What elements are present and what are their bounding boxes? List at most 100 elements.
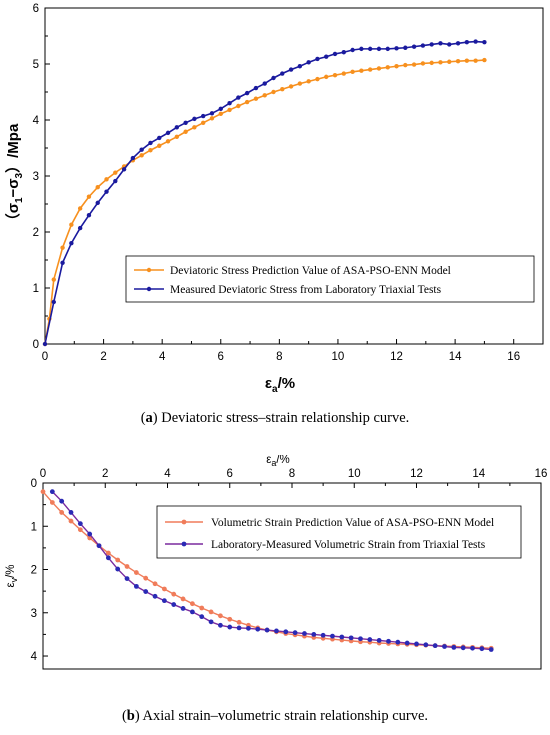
x-axis-title: εa/%	[266, 455, 290, 468]
data-point	[68, 510, 74, 515]
data-point	[42, 341, 48, 347]
data-point	[192, 125, 197, 130]
data-point	[96, 543, 102, 549]
data-point	[40, 489, 46, 495]
x-tick-label: 12	[390, 351, 403, 363]
data-point	[236, 95, 241, 100]
data-point	[115, 557, 121, 563]
chart-deviatoric-stress: 0 2 4 6 8 10 12 14 160123456εa/%（σ1−σ3）/MpaDevia…	[4, 3, 544, 395]
x-tick-label: 16	[535, 468, 548, 480]
data-point	[283, 629, 289, 635]
data-point	[180, 596, 186, 602]
data-point	[332, 51, 338, 57]
data-point	[376, 638, 382, 643]
data-point	[350, 47, 355, 53]
y-tick-label: 6	[33, 3, 39, 15]
data-point	[208, 609, 214, 615]
data-point	[139, 147, 144, 152]
y-tick-label: 4	[31, 651, 38, 663]
data-point	[403, 45, 408, 50]
data-point	[227, 107, 232, 113]
data-point	[271, 89, 276, 95]
legend-swatch-marker	[181, 519, 187, 525]
data-point	[482, 39, 487, 45]
data-point	[350, 69, 355, 75]
data-point	[95, 200, 100, 206]
data-point	[455, 59, 461, 64]
x-tick-label: 6	[218, 351, 224, 363]
data-point	[152, 593, 158, 599]
data-point	[320, 632, 326, 638]
data-point	[473, 58, 478, 63]
data-point	[86, 194, 92, 199]
data-point	[330, 633, 335, 639]
data-point	[148, 148, 153, 153]
caption-b: (b) Axial strain–volumetric strain relat…	[121, 708, 429, 724]
legend-swatch-marker	[146, 286, 152, 292]
data-point	[227, 101, 232, 106]
x-tick-label: 4	[159, 351, 166, 363]
legend-label: Laboratory-Measured Volumetric Strain fr…	[211, 539, 486, 551]
data-point	[385, 65, 390, 70]
data-point	[280, 87, 285, 92]
data-point	[464, 39, 470, 45]
data-point	[121, 167, 127, 172]
data-point	[77, 206, 83, 211]
data-point	[59, 498, 65, 504]
y-tick-label: 3	[33, 171, 39, 183]
data-point	[324, 54, 329, 59]
data-point	[157, 143, 162, 148]
data-point	[395, 639, 401, 645]
data-point	[190, 609, 195, 615]
data-point	[130, 155, 136, 161]
data-point	[104, 177, 109, 182]
data-point	[253, 85, 259, 91]
data-point	[411, 44, 417, 49]
data-point	[68, 518, 74, 524]
x-tick-label: 12	[410, 468, 423, 480]
data-point	[190, 601, 195, 607]
data-point	[49, 500, 55, 505]
data-point	[183, 120, 188, 126]
data-point	[420, 61, 426, 66]
data-point	[161, 598, 167, 604]
data-point	[420, 43, 426, 48]
data-point	[394, 46, 399, 51]
data-point	[152, 581, 158, 587]
data-point	[297, 64, 303, 69]
data-point	[274, 628, 279, 634]
data-point	[341, 71, 346, 76]
data-point	[69, 222, 74, 227]
data-point	[124, 576, 130, 581]
data-point	[473, 39, 478, 44]
data-point	[479, 646, 485, 652]
x-tick-label: 16	[507, 351, 520, 363]
data-point	[255, 626, 261, 632]
y-axis-title: （σ1−σ3）/Mpa	[4, 123, 25, 228]
y-tick-label: 1	[33, 283, 39, 295]
data-point	[244, 90, 250, 96]
x-tick-label: 4	[164, 468, 171, 480]
data-point	[60, 245, 65, 250]
data-point	[161, 586, 167, 592]
data-point	[297, 81, 303, 86]
data-point	[339, 634, 345, 640]
data-point	[411, 62, 417, 67]
data-point	[315, 56, 320, 62]
legend-label: Deviatoric Stress Prediction Value of AS…	[170, 265, 451, 277]
data-point	[358, 636, 363, 642]
x-tick-label: 2	[100, 351, 106, 363]
data-point	[288, 67, 294, 72]
caption-a: (a) Deviatoric stress–strain relationshi…	[140, 410, 410, 426]
data-point	[227, 624, 233, 630]
data-point	[367, 637, 373, 642]
data-point	[218, 106, 223, 112]
legend-label: Volumetric Strain Prediction Value of AS…	[211, 517, 494, 529]
data-point	[218, 622, 223, 628]
legend-swatch-marker	[146, 267, 152, 273]
data-point	[105, 555, 111, 561]
x-tick-label: 0	[40, 468, 46, 480]
data-point	[77, 521, 83, 527]
data-point	[209, 111, 215, 116]
data-point	[218, 613, 223, 619]
